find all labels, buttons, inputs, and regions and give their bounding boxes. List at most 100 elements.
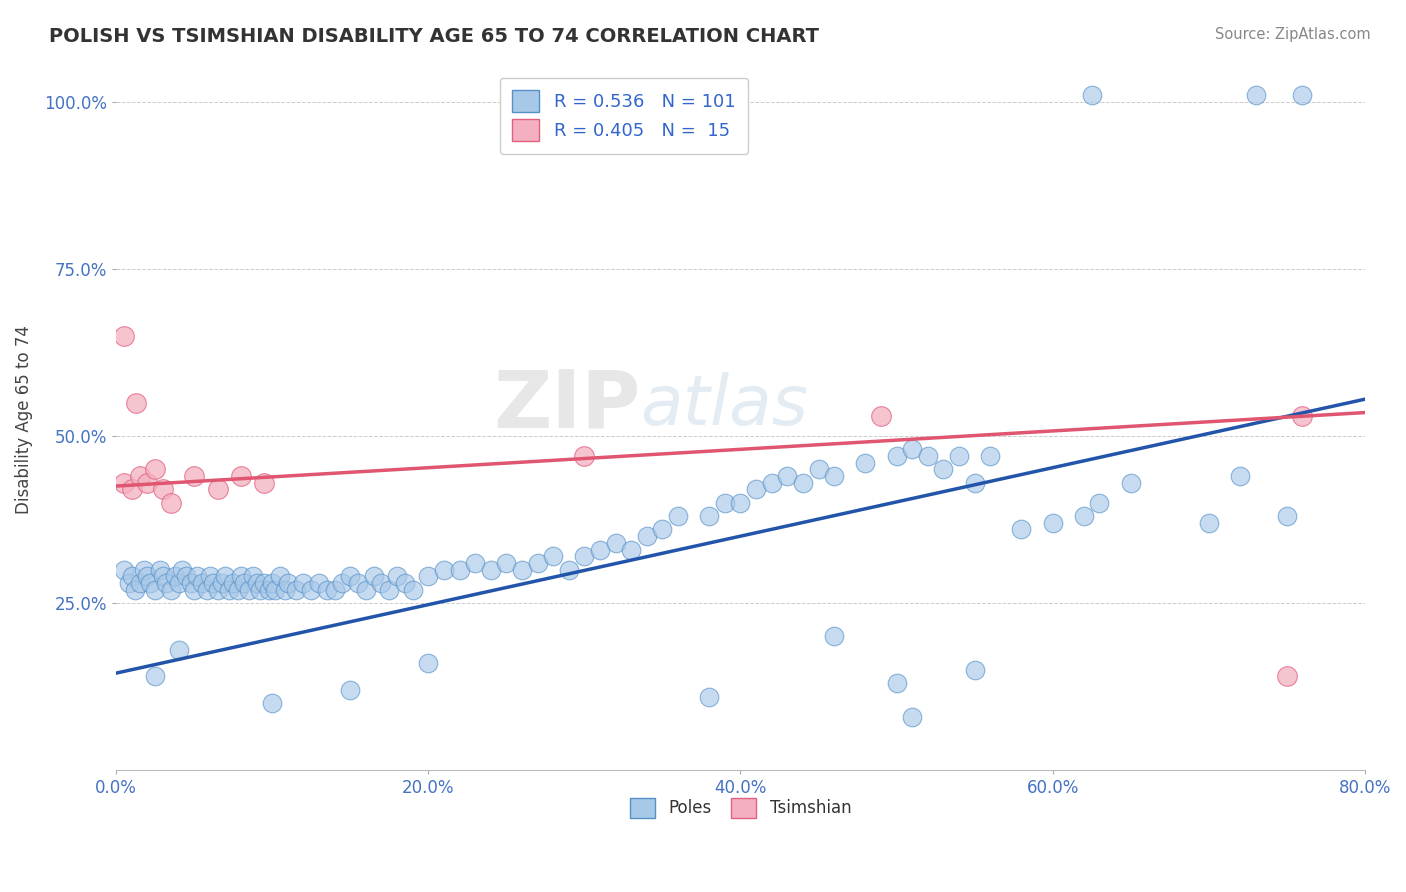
Point xyxy=(761,475,783,490)
Point xyxy=(886,676,908,690)
Point xyxy=(510,563,533,577)
Point xyxy=(180,576,202,591)
Point xyxy=(526,556,548,570)
Point xyxy=(152,483,174,497)
Point xyxy=(257,582,280,597)
Point xyxy=(238,582,260,597)
Point xyxy=(112,475,135,490)
Point xyxy=(269,569,291,583)
Point xyxy=(464,556,486,570)
Point xyxy=(823,469,845,483)
Point xyxy=(1229,469,1251,483)
Point xyxy=(152,569,174,583)
Point xyxy=(183,582,205,597)
Point xyxy=(354,582,377,597)
Point xyxy=(211,576,233,591)
Text: atlas: atlas xyxy=(641,372,808,439)
Point xyxy=(262,576,284,591)
Point xyxy=(1088,496,1111,510)
Point xyxy=(186,569,208,583)
Point xyxy=(253,576,276,591)
Point xyxy=(1244,88,1267,103)
Point xyxy=(332,576,354,591)
Point xyxy=(183,469,205,483)
Point xyxy=(165,569,187,583)
Point xyxy=(246,576,269,591)
Point xyxy=(315,582,337,597)
Point xyxy=(117,576,139,591)
Point xyxy=(170,563,193,577)
Point xyxy=(901,442,924,457)
Point xyxy=(167,642,190,657)
Point xyxy=(807,462,830,476)
Point xyxy=(697,690,720,704)
Point xyxy=(948,449,970,463)
Point xyxy=(1119,475,1142,490)
Point xyxy=(264,582,287,597)
Point xyxy=(112,563,135,577)
Point xyxy=(299,582,322,597)
Point xyxy=(963,663,986,677)
Point xyxy=(207,483,229,497)
Point xyxy=(620,542,643,557)
Point xyxy=(1275,669,1298,683)
Point xyxy=(385,569,408,583)
Point xyxy=(198,569,221,583)
Point xyxy=(479,563,502,577)
Point xyxy=(136,475,159,490)
Point xyxy=(233,576,256,591)
Point xyxy=(636,529,658,543)
Point xyxy=(418,569,440,583)
Point xyxy=(714,496,737,510)
Point xyxy=(125,395,148,409)
Point xyxy=(167,576,190,591)
Point xyxy=(1275,509,1298,524)
Point xyxy=(121,483,143,497)
Point xyxy=(207,582,229,597)
Point xyxy=(449,563,471,577)
Point xyxy=(249,582,271,597)
Point xyxy=(273,582,295,597)
Point xyxy=(1080,88,1102,103)
Point xyxy=(339,569,361,583)
Point xyxy=(201,576,224,591)
Point xyxy=(134,563,156,577)
Point xyxy=(176,569,198,583)
Point xyxy=(226,582,249,597)
Point xyxy=(574,549,596,564)
Legend: Poles, Tsimshian: Poles, Tsimshian xyxy=(623,791,858,825)
Point xyxy=(917,449,939,463)
Point xyxy=(853,456,876,470)
Point xyxy=(651,523,673,537)
Point xyxy=(149,563,172,577)
Point xyxy=(370,576,392,591)
Point xyxy=(792,475,814,490)
Point xyxy=(574,449,596,463)
Text: Source: ZipAtlas.com: Source: ZipAtlas.com xyxy=(1215,27,1371,42)
Point xyxy=(1291,88,1313,103)
Point xyxy=(823,629,845,643)
Point xyxy=(159,496,181,510)
Point xyxy=(229,569,252,583)
Point xyxy=(666,509,689,524)
Point xyxy=(589,542,612,557)
Point xyxy=(697,509,720,524)
Point xyxy=(308,576,330,591)
Point xyxy=(339,682,361,697)
Point xyxy=(139,576,162,591)
Point xyxy=(159,582,181,597)
Point xyxy=(143,669,166,683)
Point xyxy=(1291,409,1313,423)
Point xyxy=(433,563,456,577)
Point xyxy=(347,576,370,591)
Point xyxy=(745,483,768,497)
Point xyxy=(112,328,135,343)
Point xyxy=(378,582,401,597)
Point xyxy=(1198,516,1220,530)
Point xyxy=(253,475,276,490)
Point xyxy=(136,569,159,583)
Point xyxy=(1010,523,1032,537)
Point xyxy=(558,563,581,577)
Point xyxy=(284,582,307,597)
Point xyxy=(1073,509,1095,524)
